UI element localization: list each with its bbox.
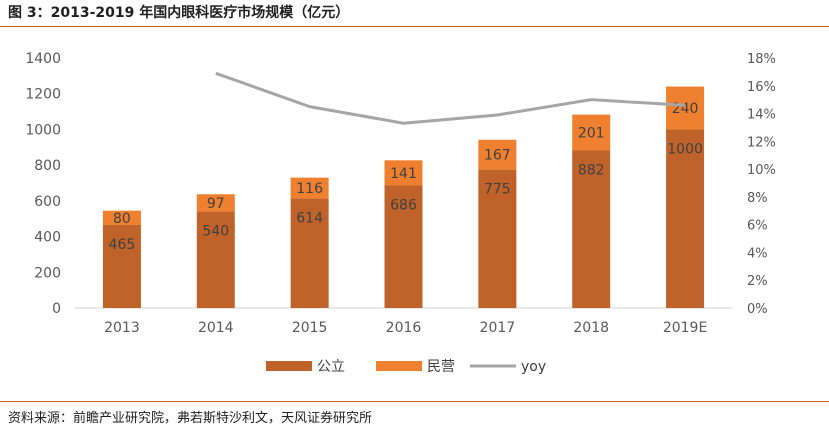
data-label-public: 1000 [667,141,703,157]
source-note: 资料来源：前瞻产业研究院，弗若斯特沙利文，天风证券研究所 [8,411,373,426]
x-tick-label: 2017 [480,320,516,336]
y2-tick-label: 2% [747,274,768,289]
y-tick-label: 600 [34,194,61,210]
legend-label-yoy: yoy [521,359,546,375]
y2-tick-label: 18% [747,52,776,67]
bar-public [478,169,517,308]
market-size-chart: 0 200 400 600 800 1000 1200 1400 0% 2% 4% 6% 8% 10% 12… [25,51,776,375]
data-label-public: 614 [296,210,323,226]
data-label-public: 882 [578,163,605,179]
data-label-private: 201 [578,126,605,142]
x-tick-label: 2019E [663,320,707,336]
bar-public [666,129,705,308]
top-rule [0,26,829,27]
y2-tick-label: 14% [747,108,776,123]
x-tick-label: 2016 [386,320,422,336]
legend-label-public: 公立 [317,359,345,375]
y-tick-label: 800 [34,158,61,174]
bar-private [572,114,611,151]
yoy-line-group [215,71,686,125]
data-label-public: 686 [390,198,417,214]
data-labels: 4658054097614116686141775167882201100024… [109,101,703,253]
y-tick-label: 1200 [25,87,61,103]
legend-label-private: 民营 [427,359,455,375]
data-label-private: 97 [207,196,225,212]
bar-public [102,224,141,308]
bar-public [572,150,611,308]
bars [102,86,705,308]
bar-public [196,211,235,308]
y-tick-label: 0 [52,301,61,317]
legend-swatch-public [266,361,312,371]
bar-private [196,194,235,212]
yoy-line [215,71,686,125]
y2-tick-label: 12% [747,135,776,150]
y-tick-label: 1000 [25,122,61,138]
x-tick-label: 2013 [104,320,140,336]
bar-public [290,198,329,308]
y2-tick-label: 6% [747,219,768,234]
y-tick-label: 1400 [25,51,61,67]
x-tick-label: 2015 [292,320,328,336]
figure-title: 图 3：2013-2019 年国内眼科医疗市场规模（亿元） [8,5,350,21]
y2-tick-label: 8% [747,191,768,206]
y2-tick-label: 10% [747,163,776,178]
bar-private [666,86,705,130]
bar-private [478,139,517,170]
data-label-private: 167 [484,148,511,164]
y-tick-label: 200 [34,265,61,281]
data-label-private: 80 [113,211,131,227]
legend: 公立 民营 yoy [266,359,546,375]
bar-public [384,185,423,308]
data-label-private: 141 [390,166,417,182]
bar-private [290,177,329,199]
bar-private [384,160,423,186]
axes: 0 200 400 600 800 1000 1200 1400 0% 2% 4% 6% 8% 10% 12… [25,51,776,336]
bottom-rule [0,401,829,402]
data-label-public: 540 [202,224,229,240]
data-label-private: 116 [296,181,323,197]
data-label-public: 775 [484,182,511,198]
bar-private [102,210,141,225]
y2-tick-label: 0% [747,302,768,317]
x-tick-label: 2018 [573,320,609,336]
y-tick-label: 400 [34,230,61,246]
y2-tick-label: 16% [747,80,776,95]
data-label-public: 465 [109,237,136,253]
x-tick-label: 2014 [198,320,234,336]
legend-swatch-private [376,361,422,371]
y2-tick-label: 4% [747,246,768,261]
